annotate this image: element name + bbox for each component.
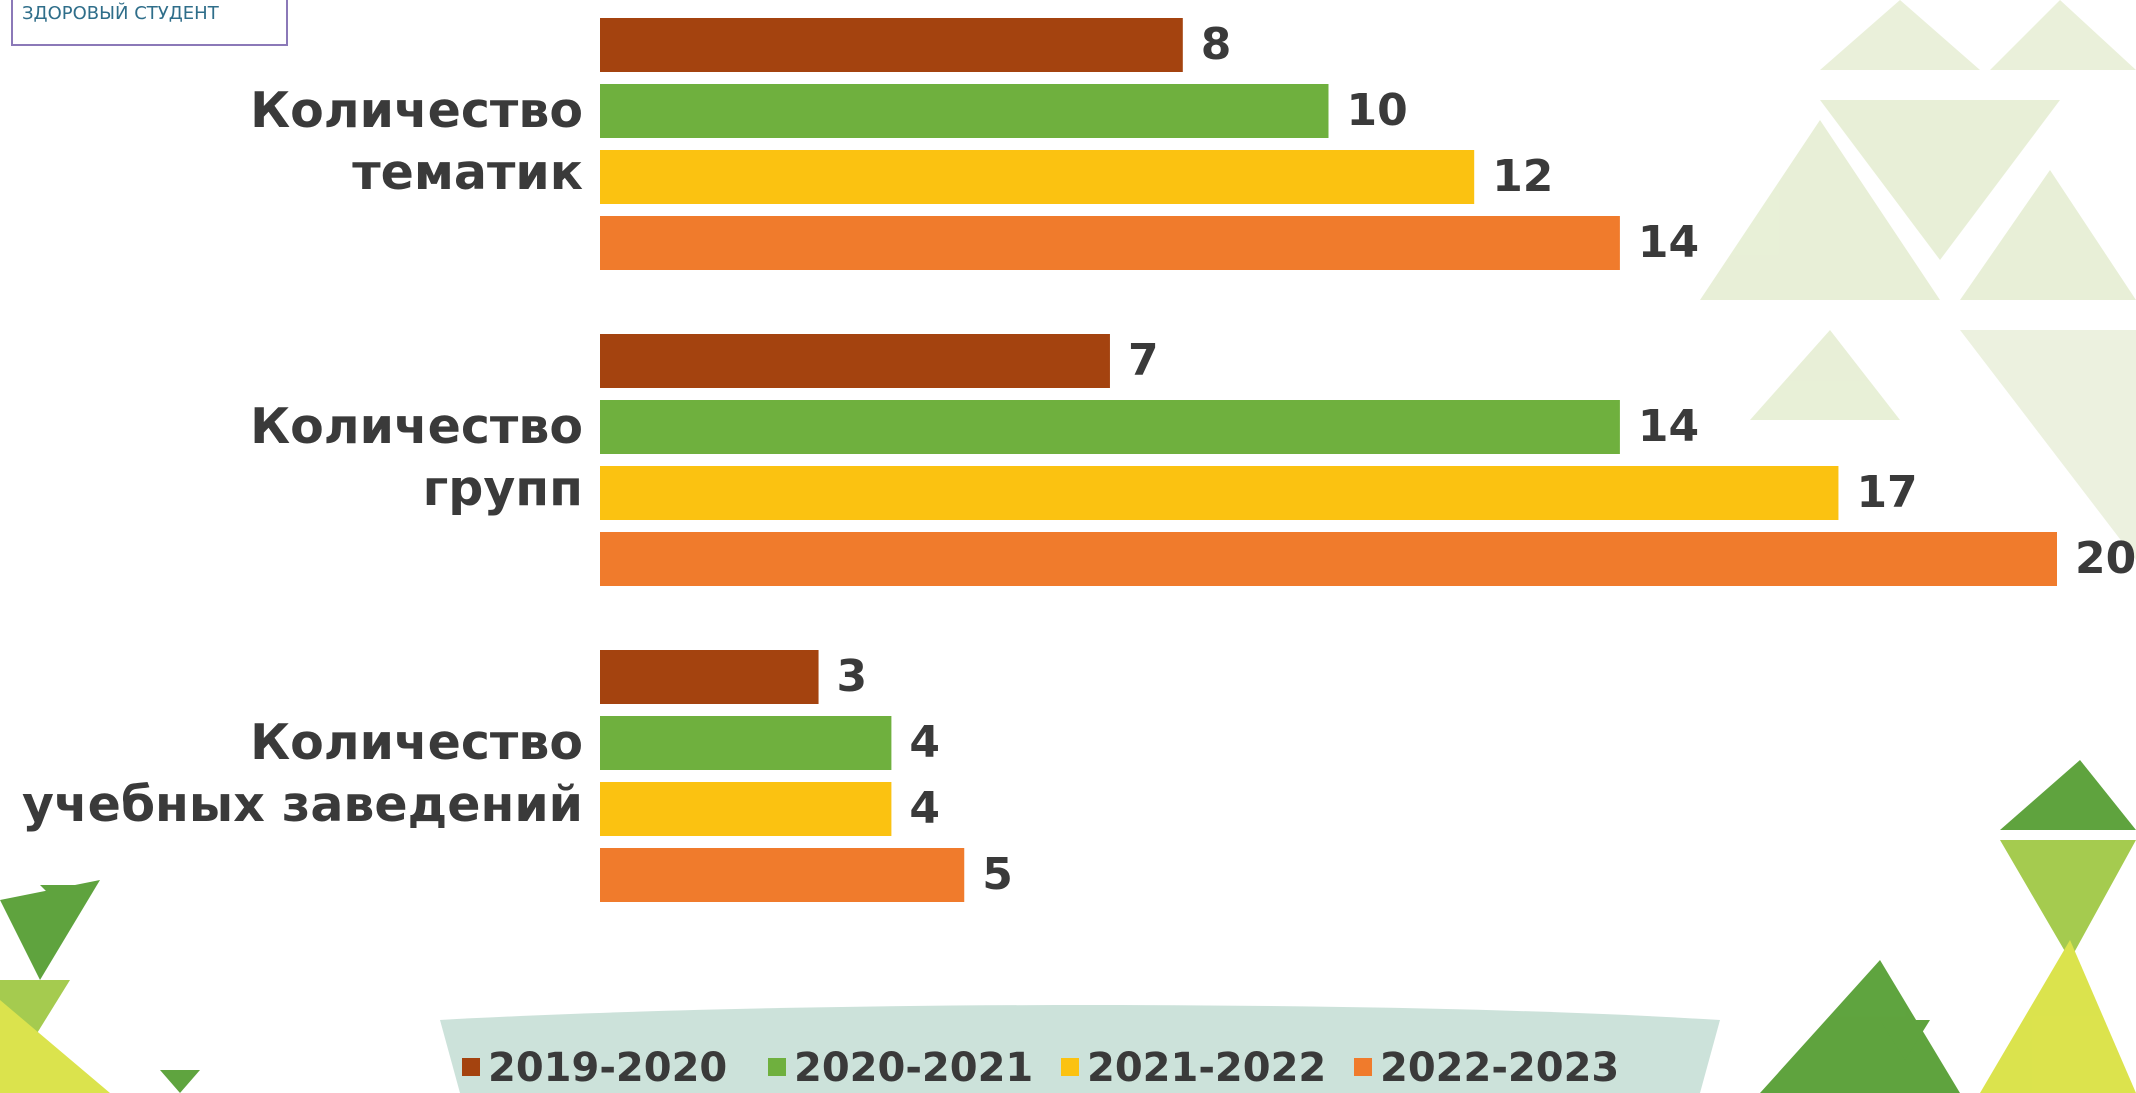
logo-box (11, 0, 288, 46)
category-label: Количество групп (250, 398, 583, 517)
legend-swatch (462, 1058, 480, 1076)
legend-swatch (1354, 1058, 1372, 1076)
legend-swatch (1061, 1058, 1079, 1076)
bar (600, 650, 819, 704)
data-label: 4 (909, 717, 940, 768)
bar (600, 532, 2057, 586)
data-label: 7 (1128, 335, 1159, 386)
bar (600, 466, 1839, 520)
bar (600, 18, 1183, 72)
bar (600, 782, 892, 836)
data-label: 5 (982, 849, 1013, 900)
data-label: 10 (1347, 85, 1408, 136)
data-label: 3 (837, 651, 868, 702)
bar (600, 400, 1620, 454)
data-label: 4 (909, 783, 940, 834)
data-label: 20 (2075, 533, 2136, 584)
data-label: 17 (1856, 467, 1917, 518)
category-label: Количество учебных заведений (22, 714, 583, 833)
category-label: Количество тематик (250, 82, 583, 201)
bar (600, 84, 1329, 138)
legend-swatch (768, 1058, 786, 1076)
bar (600, 848, 965, 902)
bar (600, 334, 1110, 388)
bar (600, 150, 1475, 204)
data-label: 14 (1638, 217, 1699, 268)
logo: ЗДОРОВЫЙ СТУДЕНТ (22, 2, 220, 24)
bar (600, 216, 1620, 270)
legend-label: 2020-2021 (794, 1045, 1033, 1091)
bar (600, 716, 892, 770)
legend-label: 2021-2022 (1087, 1045, 1326, 1091)
legend-label: 2019-2020 (488, 1045, 727, 1091)
data-label: 12 (1492, 151, 1553, 202)
data-label: 8 (1201, 19, 1232, 70)
legend-label: 2022-2023 (1380, 1045, 1619, 1091)
data-label: 14 (1638, 401, 1699, 452)
